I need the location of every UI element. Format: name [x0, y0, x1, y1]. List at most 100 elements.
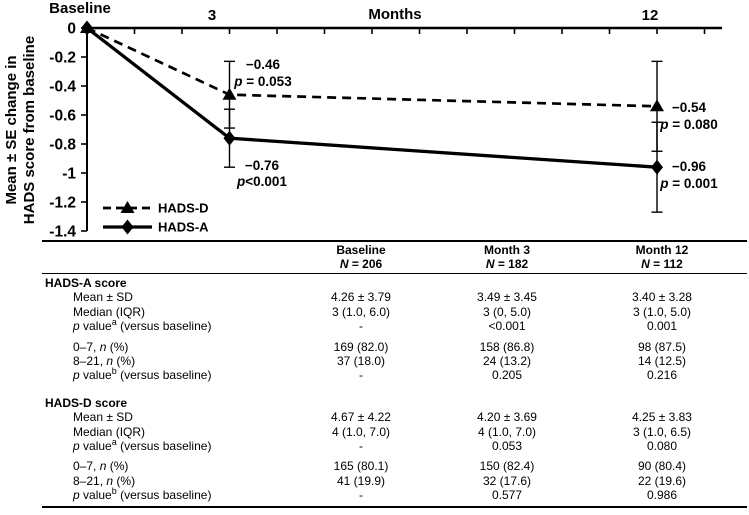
column-header-n: N = 112: [641, 256, 683, 271]
cell-value: 90 (80.4): [637, 459, 687, 474]
x-tick-label: Baseline: [49, 0, 111, 17]
y-tick-label: -1: [62, 166, 76, 183]
column-header-n: N = 182: [485, 256, 529, 271]
cell-value: 14 (12.5): [637, 354, 687, 369]
cell-value: 3 (1.0, 6.0): [331, 304, 391, 319]
cell-value: 3 (1.0, 5.0): [632, 304, 692, 319]
row-label: Median (IQR): [73, 424, 146, 439]
legend-label: HADS-D: [158, 201, 209, 216]
annotation-value: −0.76: [245, 158, 280, 173]
cell-value: 0.053: [491, 439, 523, 454]
table-row: p valueb (versus baseline) - 0.577 0.986: [42, 486, 747, 503]
annotation-value: −0.54: [672, 100, 707, 115]
legend-marker: [120, 201, 135, 213]
x-axis-title: Months: [368, 6, 421, 23]
table-row: 8–21, n (%) 37 (18.0) 24 (13.2) 14 (12.5): [42, 354, 747, 368]
row-label: p valuea (versus baseline): [73, 437, 212, 454]
y-tick-label: -0.4: [49, 79, 76, 96]
cell-value: 4.67 ± 4.22: [331, 410, 391, 425]
column-header-n: N = 206: [339, 256, 383, 271]
table-row: Mean ± SD 4.67 ± 4.22 4.20 ± 3.69 4.25 ± 3.…: [42, 410, 747, 424]
y-tick-label: -0.2: [49, 50, 76, 67]
cell-value: -: [359, 439, 363, 454]
y-tick-label: -1.4: [49, 224, 76, 241]
data-point-hads-a: [81, 20, 93, 36]
x-tick-label: 3: [208, 7, 216, 24]
row-label: 0–7, n (%): [73, 339, 129, 354]
cell-value: 3 (0, 5.0): [482, 304, 532, 319]
y-tick-label: 0: [67, 21, 76, 38]
y-tick-label: -0.6: [49, 108, 76, 125]
y-tick-label: -0.8: [49, 137, 76, 154]
cell-value: -: [359, 319, 363, 334]
hads-change-line-chart: Mean ± SE change in HADS score from basel…: [3, 0, 722, 241]
data-point-hads-a: [651, 159, 663, 175]
table-row: p valuea (versus baseline) - <0.001 0.001: [42, 317, 747, 334]
row-label: p valueb (versus baseline): [73, 366, 212, 383]
row-label: 8–21, n (%): [73, 354, 136, 369]
table-row: Mean ± SD 4.26 ± 3.79 3.49 ± 3.45 3.40 ± 3.…: [42, 290, 747, 304]
header-empty-cell: [42, 244, 290, 271]
annotation-value: −0.96: [672, 159, 707, 174]
table-row: 0–7, n (%) 169 (82.0) 158 (86.8) 98 (87.5): [42, 340, 747, 354]
data-point-hads-d: [222, 87, 237, 100]
table-row: Median (IQR) 3 (1.0, 6.0) 3 (0, 5.0) 3 (1.0…: [42, 305, 747, 319]
legend-marker: [121, 219, 134, 235]
cell-value: 0.577: [491, 488, 523, 503]
series-line-hads-a: [85, 26, 658, 169]
cell-value: 98 (87.5): [637, 339, 687, 354]
cell-value: 0.986: [646, 488, 678, 503]
row-label: Mean ± SD: [73, 290, 133, 305]
column-header: Baseline N = 206: [290, 243, 432, 271]
annotation-p-value: p<0.001: [236, 174, 287, 189]
cell-value: 158 (86.8): [479, 339, 535, 354]
y-tick-label: -1.2: [49, 195, 76, 212]
row-label: Median (IQR): [73, 304, 146, 319]
column-header: Month 12 N = 112: [582, 243, 742, 271]
table-row: Median (IQR) 4 (1.0, 7.0) 4 (1.0, 7.0) 3 (1…: [42, 425, 747, 439]
annotation-p-value: p = 0.080: [659, 117, 717, 132]
column-header-label: Month 3: [484, 243, 530, 257]
x-tick-label: 12: [642, 7, 659, 24]
table-row: 8–21, n (%) 41 (19.9) 32 (17.6) 22 (19.6): [42, 474, 747, 488]
cell-value: 22 (19.6): [637, 473, 687, 488]
cell-value: 3.49 ± 3.45: [477, 290, 537, 305]
table-row: p valuea (versus baseline) - 0.053 0.080: [42, 437, 747, 454]
data-point-hads-d: [650, 99, 664, 112]
cell-value: <0.001: [488, 319, 526, 334]
cell-value: 3 (1.0, 6.5): [632, 424, 692, 439]
table-row: p valueb (versus baseline) - 0.205 0.216: [42, 366, 747, 383]
cell-value: 37 (18.0): [336, 354, 386, 369]
column-header-label: Month 12: [635, 243, 689, 257]
cell-value: 4 (1.0, 7.0): [477, 424, 537, 439]
cell-value: 165 (80.1): [333, 459, 389, 474]
cell-value: 0.216: [646, 368, 678, 383]
cell-value: 0.001: [646, 319, 678, 334]
row-label: 0–7, n (%): [73, 459, 129, 474]
annotation-p-value: p = 0.001: [659, 176, 718, 191]
cell-value: 32 (17.6): [482, 473, 532, 488]
section-title: HADS-A score: [45, 276, 127, 290]
cell-value: 4.26 ± 3.79: [331, 290, 391, 305]
section-title-row: HADS-A score: [42, 276, 747, 290]
row-label: p valuea (versus baseline): [73, 317, 212, 334]
legend-label: HADS-A: [158, 220, 209, 235]
annotation-p-value: p = 0.053: [233, 74, 292, 89]
column-header-label: Baseline: [336, 243, 386, 257]
section-title-row: HADS-D score: [42, 396, 747, 410]
cell-value: 4.20 ± 3.69: [477, 410, 537, 425]
table-row: 0–7, n (%) 165 (80.1) 150 (82.4) 90 (80.4): [42, 459, 747, 473]
table-body: HADS-A score Mean ± SD 4.26 ± 3.79 3.49 ± 3…: [42, 274, 747, 506]
cell-value: -: [359, 488, 363, 503]
row-label: p valueb (versus baseline): [73, 486, 212, 503]
cell-value: 0.205: [491, 368, 523, 383]
y-axis-title-line1: Mean ± SE change in: [3, 55, 20, 204]
annotation-value: −0.46: [246, 57, 281, 72]
row-label: Mean ± SD: [73, 410, 133, 425]
cell-value: 0.080: [646, 439, 678, 454]
row-label: 8–21, n (%): [73, 473, 136, 488]
